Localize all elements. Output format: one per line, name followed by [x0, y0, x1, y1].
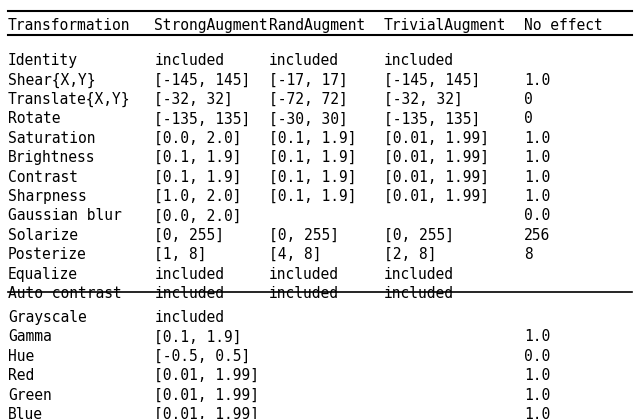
Text: 1.0: 1.0: [524, 388, 550, 403]
Text: [-72, 72]: [-72, 72]: [269, 92, 348, 107]
Text: 1.0: 1.0: [524, 150, 550, 165]
Text: [1, 8]: [1, 8]: [154, 247, 207, 262]
Text: [0.1, 1.9]: [0.1, 1.9]: [154, 150, 242, 165]
Text: [0, 255]: [0, 255]: [154, 228, 225, 243]
Text: Equalize: Equalize: [8, 266, 78, 282]
Text: Transformation: Transformation: [8, 18, 131, 33]
Text: [0.1, 1.9]: [0.1, 1.9]: [154, 329, 242, 344]
Text: Hue: Hue: [8, 349, 34, 364]
Text: 0.0: 0.0: [524, 208, 550, 223]
Text: Rotate: Rotate: [8, 111, 60, 127]
Text: [-32, 32]: [-32, 32]: [384, 92, 463, 107]
Text: Grayscale: Grayscale: [8, 310, 86, 325]
Text: [0.1, 1.9]: [0.1, 1.9]: [269, 189, 356, 204]
Text: [0, 255]: [0, 255]: [384, 228, 454, 243]
Text: Posterize: Posterize: [8, 247, 86, 262]
Text: Contrast: Contrast: [8, 170, 78, 185]
Text: 256: 256: [524, 228, 550, 243]
Text: RandAugment: RandAugment: [269, 18, 365, 33]
Text: 1.0: 1.0: [524, 170, 550, 185]
Text: included: included: [154, 310, 225, 325]
Text: [0, 255]: [0, 255]: [269, 228, 339, 243]
Text: [-0.5, 0.5]: [-0.5, 0.5]: [154, 349, 251, 364]
Text: [-135, 135]: [-135, 135]: [154, 111, 251, 127]
Text: [0.01, 1.99]: [0.01, 1.99]: [154, 388, 259, 403]
Text: 1.0: 1.0: [524, 189, 550, 204]
Text: 1.0: 1.0: [524, 131, 550, 146]
Text: Identity: Identity: [8, 53, 78, 68]
Text: included: included: [384, 286, 454, 301]
Text: [0.1, 1.9]: [0.1, 1.9]: [269, 170, 356, 185]
Text: [0.01, 1.99]: [0.01, 1.99]: [384, 150, 489, 165]
Text: 1.0: 1.0: [524, 407, 550, 419]
Text: [0.01, 1.99]: [0.01, 1.99]: [154, 368, 259, 383]
Text: included: included: [154, 286, 225, 301]
Text: included: included: [154, 266, 225, 282]
Text: included: included: [269, 266, 339, 282]
Text: [-17, 17]: [-17, 17]: [269, 72, 348, 88]
Text: [0.01, 1.99]: [0.01, 1.99]: [154, 407, 259, 419]
Text: [0.1, 1.9]: [0.1, 1.9]: [269, 131, 356, 146]
Text: Shear{X,Y}: Shear{X,Y}: [8, 72, 95, 88]
Text: [-30, 30]: [-30, 30]: [269, 111, 348, 127]
Text: [0.0, 2.0]: [0.0, 2.0]: [154, 131, 242, 146]
Text: included: included: [154, 53, 225, 68]
Text: [0.0, 2.0]: [0.0, 2.0]: [154, 208, 242, 223]
Text: [-145, 145]: [-145, 145]: [154, 72, 251, 88]
Text: [-145, 145]: [-145, 145]: [384, 72, 480, 88]
Text: No effect: No effect: [524, 18, 603, 33]
Text: [2, 8]: [2, 8]: [384, 247, 436, 262]
Text: Brightness: Brightness: [8, 150, 95, 165]
Text: 1.0: 1.0: [524, 329, 550, 344]
Text: TrivialAugment: TrivialAugment: [384, 18, 506, 33]
Text: [0.01, 1.99]: [0.01, 1.99]: [384, 189, 489, 204]
Text: Sharpness: Sharpness: [8, 189, 86, 204]
Text: [0.1, 1.9]: [0.1, 1.9]: [154, 170, 242, 185]
Text: Auto contrast: Auto contrast: [8, 286, 122, 301]
Text: [-135, 135]: [-135, 135]: [384, 111, 480, 127]
Text: Green: Green: [8, 388, 51, 403]
Text: [0.01, 1.99]: [0.01, 1.99]: [384, 170, 489, 185]
Text: 0: 0: [524, 111, 532, 127]
Text: [4, 8]: [4, 8]: [269, 247, 321, 262]
Text: included: included: [269, 53, 339, 68]
Text: [-32, 32]: [-32, 32]: [154, 92, 233, 107]
Text: 0.0: 0.0: [524, 349, 550, 364]
Text: StrongAugment: StrongAugment: [154, 18, 268, 33]
Text: Red: Red: [8, 368, 34, 383]
Text: included: included: [384, 53, 454, 68]
Text: included: included: [269, 286, 339, 301]
Text: [1.0, 2.0]: [1.0, 2.0]: [154, 189, 242, 204]
Text: 0: 0: [524, 92, 532, 107]
Text: 1.0: 1.0: [524, 72, 550, 88]
Text: included: included: [384, 266, 454, 282]
Text: [0.1, 1.9]: [0.1, 1.9]: [269, 150, 356, 165]
Text: Solarize: Solarize: [8, 228, 78, 243]
Text: [0.01, 1.99]: [0.01, 1.99]: [384, 131, 489, 146]
Text: Blue: Blue: [8, 407, 43, 419]
Text: Gamma: Gamma: [8, 329, 51, 344]
Text: Saturation: Saturation: [8, 131, 95, 146]
Text: 8: 8: [524, 247, 532, 262]
Text: Translate{X,Y}: Translate{X,Y}: [8, 92, 131, 107]
Text: 1.0: 1.0: [524, 368, 550, 383]
Text: Gaussian blur: Gaussian blur: [8, 208, 122, 223]
